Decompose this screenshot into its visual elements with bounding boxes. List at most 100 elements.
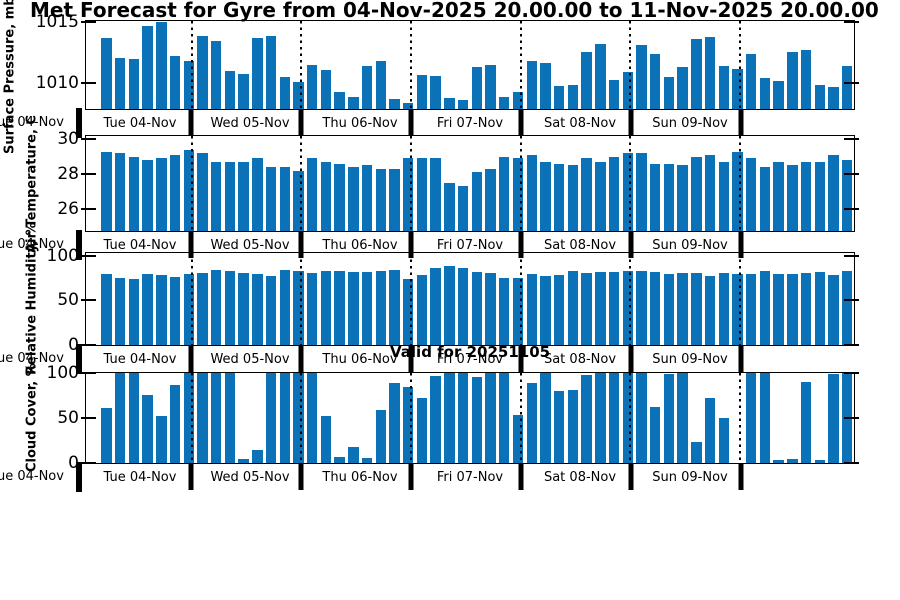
- bar: [746, 273, 757, 345]
- bar: [142, 394, 153, 463]
- day-boundary-line: [739, 21, 742, 109]
- bar-slot: [772, 136, 786, 231]
- day-separator-tick: [188, 110, 194, 136]
- bar: [416, 74, 428, 109]
- axis-edge-tick: [76, 344, 82, 374]
- bar-slot: [690, 21, 704, 109]
- bar: [389, 168, 400, 231]
- bar-slot: [388, 21, 402, 109]
- bar-slot: [292, 373, 306, 463]
- bar: [800, 50, 812, 109]
- bar-slot: [731, 136, 745, 231]
- bar-slot: [717, 373, 731, 463]
- bar-slot: [182, 21, 196, 109]
- bar: [718, 161, 729, 231]
- cloud-cover-axis-label: Cloud Cover, %: [24, 363, 40, 473]
- cloud-cover-bars: [86, 373, 854, 463]
- bar: [787, 51, 798, 109]
- bar: [636, 373, 647, 463]
- bar: [622, 373, 633, 463]
- bar: [265, 373, 277, 463]
- bar-slot: [402, 136, 416, 231]
- day-label: Wed 05-Nov: [210, 237, 290, 253]
- bar: [553, 391, 565, 463]
- bar: [663, 163, 675, 231]
- bar-slot: [827, 136, 841, 231]
- bar-slot: [690, 373, 704, 463]
- bar-slot: [127, 136, 141, 231]
- bar: [691, 39, 702, 109]
- bar: [265, 276, 277, 345]
- bar: [828, 374, 839, 463]
- day-label: Tue 04-Nov: [103, 115, 177, 131]
- y-tick-label: 0: [68, 335, 79, 355]
- bar-slot: [786, 21, 800, 109]
- bar-slot: [223, 373, 237, 463]
- bar-slot: [264, 253, 278, 345]
- bar: [156, 22, 167, 109]
- bar: [444, 182, 455, 231]
- bar-slot: [786, 253, 800, 345]
- day-boundary-line: [410, 253, 413, 345]
- pressure-plot: 1015 1010: [36, 12, 859, 110]
- y-tick-mark: [81, 299, 96, 302]
- bar-slot: [731, 373, 745, 463]
- bar: [156, 158, 167, 231]
- bar-slot: [402, 253, 416, 345]
- bar: [403, 386, 414, 463]
- day-boundary-line: [300, 253, 303, 345]
- bar-slot: [470, 253, 484, 345]
- bar: [293, 82, 304, 109]
- bar: [526, 273, 537, 345]
- bar: [197, 373, 208, 463]
- bar: [361, 457, 373, 463]
- bar: [595, 271, 606, 345]
- day-separator-tick: [518, 110, 524, 136]
- day-boundary-line: [190, 253, 193, 345]
- day-label: [745, 348, 855, 370]
- bar: [828, 275, 839, 345]
- bar-slot: [662, 136, 676, 231]
- bar: [101, 151, 112, 231]
- bar: [279, 167, 290, 231]
- day-separator-tick: [188, 346, 194, 372]
- day-separator-tick: [298, 232, 304, 258]
- day-separator-tick: [738, 464, 744, 490]
- bar: [279, 373, 290, 463]
- day-boundary-line: [300, 21, 303, 109]
- bar: [512, 278, 524, 345]
- cloud-cover-plot: 100 50 0: [47, 363, 859, 473]
- bar: [361, 271, 373, 345]
- y-tick-label: 30: [57, 129, 79, 150]
- bar: [485, 272, 496, 345]
- bar-slot: [758, 136, 772, 231]
- bar-slot: [374, 253, 388, 345]
- bar: [389, 383, 400, 463]
- bar-slot: [113, 373, 127, 463]
- bar-slot: [745, 253, 759, 345]
- bar-slot: [758, 21, 772, 109]
- bar-slot: [717, 21, 731, 109]
- bar-slot: [237, 253, 251, 345]
- bar: [526, 383, 537, 463]
- bar: [691, 272, 702, 345]
- bar-slot: [580, 136, 594, 231]
- day-separator-tick: [518, 464, 524, 490]
- bar: [499, 156, 510, 231]
- bar: [540, 373, 551, 463]
- bar-slot: [209, 136, 223, 231]
- bar-slot: [580, 253, 594, 345]
- bar: [307, 272, 318, 345]
- bar: [608, 156, 620, 231]
- bar-slot: [113, 136, 127, 231]
- day-label: Sat 08-Nov: [543, 469, 617, 485]
- bar: [252, 273, 263, 345]
- bar: [101, 274, 112, 345]
- bar-slot: [470, 373, 484, 463]
- bar: [197, 153, 208, 231]
- bar: [183, 273, 194, 345]
- day-separator-tick: [408, 110, 414, 136]
- bar: [444, 266, 455, 345]
- bar-slot: [333, 373, 347, 463]
